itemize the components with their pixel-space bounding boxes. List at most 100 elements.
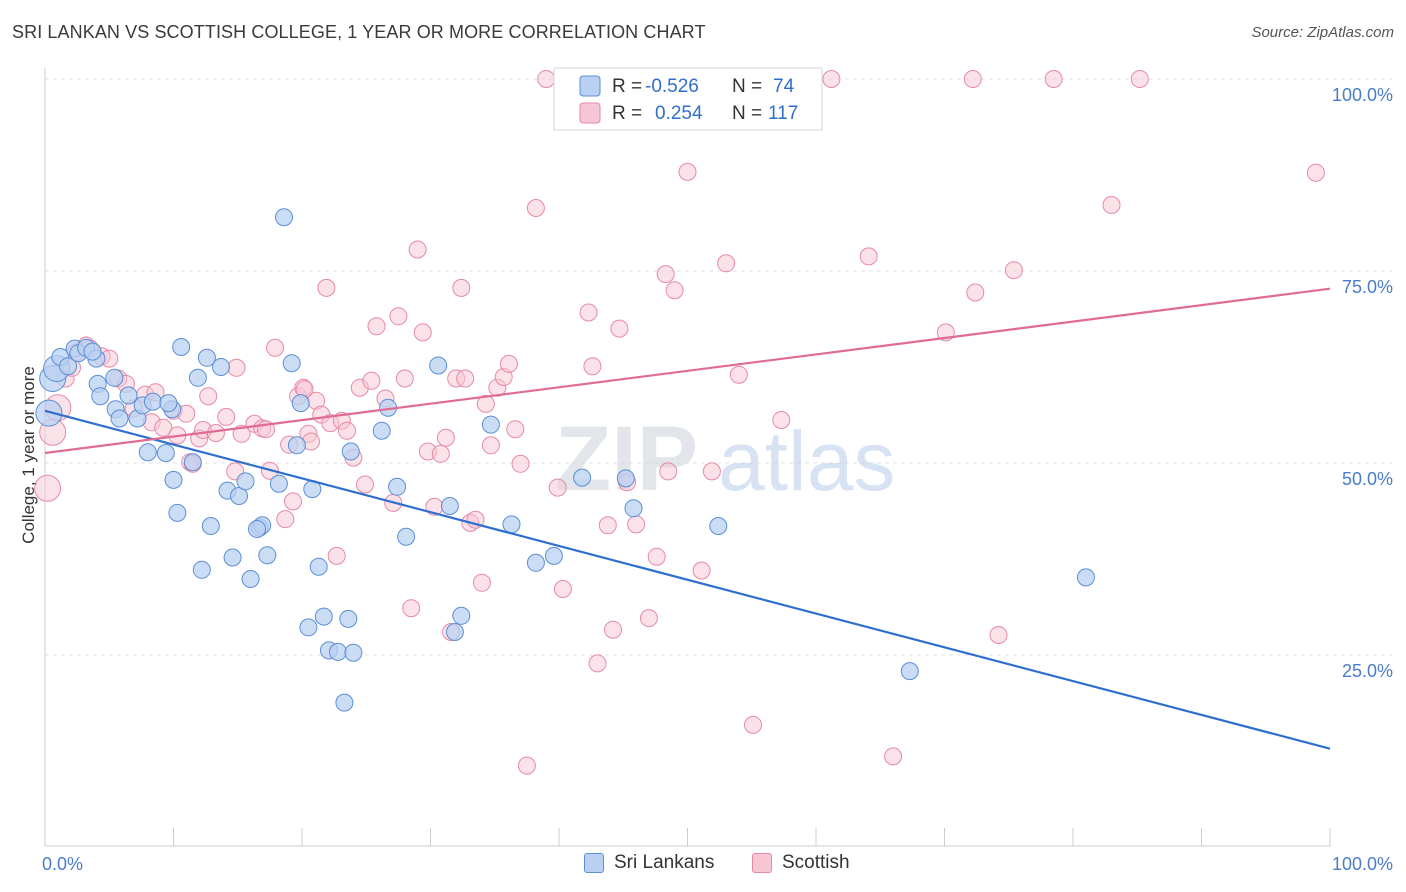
scottish-point-35 xyxy=(276,510,295,529)
scottish-point-46 xyxy=(327,546,346,565)
scottish-point-76 xyxy=(499,354,518,373)
legend-n-label-1: N = xyxy=(732,76,762,97)
scottish-point-117 xyxy=(1306,163,1325,182)
scottish-point-81 xyxy=(537,70,556,88)
sri-lankans-point-49 xyxy=(339,609,358,628)
sri-lankans-point-28 xyxy=(201,517,220,535)
sri-lankans-point-72 xyxy=(159,394,178,413)
scottish-point-28 xyxy=(227,358,246,377)
sri-lankans-point-67 xyxy=(624,499,643,518)
scottish-point-83 xyxy=(553,580,572,598)
watermark-atlas: atlas xyxy=(718,414,895,508)
axes xyxy=(44,68,1331,847)
y-tick-label-75: 75.0% xyxy=(1342,277,1393,297)
scottish-point-68 xyxy=(456,369,475,388)
sri-lankans-point-52 xyxy=(344,643,363,662)
sri-lankans-point-50 xyxy=(341,442,360,461)
scottish-point-114 xyxy=(1044,70,1063,88)
watermark-zip: ZIP xyxy=(555,408,698,510)
scottish-point-26 xyxy=(217,407,236,426)
sri-lankans-point-10 xyxy=(91,387,110,406)
sri-lankans-point-40 xyxy=(282,354,301,373)
sri-lankans-point-57 xyxy=(429,356,448,375)
sri-lankans-point-70 xyxy=(1076,568,1095,587)
sri-lankans-point-17 xyxy=(138,443,157,462)
scottish-point-110 xyxy=(963,70,982,88)
x-tick-label-100: 100.0% xyxy=(1332,854,1393,874)
scottish-point-96 xyxy=(659,462,678,481)
scottish-points xyxy=(34,70,1325,775)
bottom-legend: Sri Lankans Scottish xyxy=(0,852,1406,878)
scottish-point-37 xyxy=(284,492,302,511)
scottish-point-99 xyxy=(692,561,711,580)
sri-lankans-point-23 xyxy=(172,338,191,356)
scottish-point-116 xyxy=(1130,70,1149,88)
scottish-point-97 xyxy=(665,281,684,300)
sri-lankans-point-27 xyxy=(197,348,216,367)
scottish-point-94 xyxy=(647,547,666,566)
legend-swatch-scottish xyxy=(579,102,601,124)
scottish-point-44 xyxy=(317,278,336,297)
sri-lankans-point-39 xyxy=(275,208,293,227)
bottom-legend-scottish[interactable]: Scottish xyxy=(752,852,850,874)
bottom-legend-label-scottish: Scottish xyxy=(782,852,850,873)
sri-lankans-point-22 xyxy=(168,503,187,522)
scottish-point-103 xyxy=(744,715,762,734)
scottish-point-86 xyxy=(583,357,602,376)
scottish-point-113 xyxy=(989,626,1008,644)
source-label: Source: ZipAtlas.com xyxy=(1251,24,1394,41)
scottish-point-63 xyxy=(431,444,450,463)
scottish-point-82 xyxy=(548,478,567,497)
sri-lankans-point-31 xyxy=(223,548,242,567)
scottish-point-85 xyxy=(579,303,598,322)
sri-lankans-point-56 xyxy=(397,527,416,546)
sri-lankans-point-38 xyxy=(269,474,288,493)
scottish-point-72 xyxy=(476,394,495,413)
scottish-point-102 xyxy=(729,365,748,384)
scottish-point-95 xyxy=(656,265,675,284)
legend-r-value-scottish: 0.254 xyxy=(655,103,703,124)
sri-lankans-point-41 xyxy=(287,436,306,455)
sri-lankans-point-61 xyxy=(481,415,500,434)
legend-r-label-2: R = xyxy=(612,103,642,124)
y-tick-label-100: 100.0% xyxy=(1332,85,1393,105)
scottish-point-58 xyxy=(402,599,421,618)
scottish-point-29 xyxy=(232,424,251,443)
scottish-point-79 xyxy=(517,756,536,775)
scottish-point-53 xyxy=(367,317,386,336)
sri-lankans-point-46 xyxy=(314,607,333,626)
sri-lankans-point-60 xyxy=(452,606,471,625)
sri-lankans-point-18 xyxy=(143,392,162,411)
scottish-point-80 xyxy=(526,199,545,217)
scottish-point-34 xyxy=(266,338,284,357)
sri-lankans-point-69 xyxy=(900,662,919,681)
scottish-point-108 xyxy=(884,747,903,766)
scottish-point-104 xyxy=(772,411,791,429)
x-tick-label-0: 0.0% xyxy=(42,854,83,874)
scottish-point-52 xyxy=(362,371,381,390)
scottish-point-73 xyxy=(481,436,500,455)
sri-lankans-point-63 xyxy=(526,553,545,572)
scottish-point-48 xyxy=(338,421,356,440)
bottom-legend-sri-lankans[interactable]: Sri Lankans xyxy=(584,852,714,874)
sri-lankans-point-45 xyxy=(309,557,328,576)
scottish-point-106 xyxy=(822,70,841,88)
sri-lankans-point-64 xyxy=(544,546,563,565)
scottish-point-111 xyxy=(966,283,985,302)
sri-lankans-point-53 xyxy=(372,421,391,440)
sri-lankans-point-14 xyxy=(119,386,138,405)
y-tick-label-50: 50.0% xyxy=(1342,469,1393,489)
chart-title: SRI LANKAN VS SCOTTISH COLLEGE, 1 YEAR O… xyxy=(12,22,706,42)
scottish-trend-line xyxy=(44,287,1331,455)
scottish-point-56 xyxy=(389,307,408,326)
y-tick-label-25: 25.0% xyxy=(1342,661,1393,681)
scottish-point-115 xyxy=(1102,196,1121,214)
scottish-point-51 xyxy=(356,475,374,494)
bottom-legend-swatch-pink xyxy=(752,853,772,873)
sri-lankans-point-4 xyxy=(59,357,78,376)
sri-lankans-point-71 xyxy=(248,520,266,538)
sri-lankans-point-65 xyxy=(573,468,592,487)
trend-lines xyxy=(44,287,1331,750)
sri-lankans-point-26 xyxy=(192,560,211,579)
sri-lankans-point-0 xyxy=(35,399,63,427)
